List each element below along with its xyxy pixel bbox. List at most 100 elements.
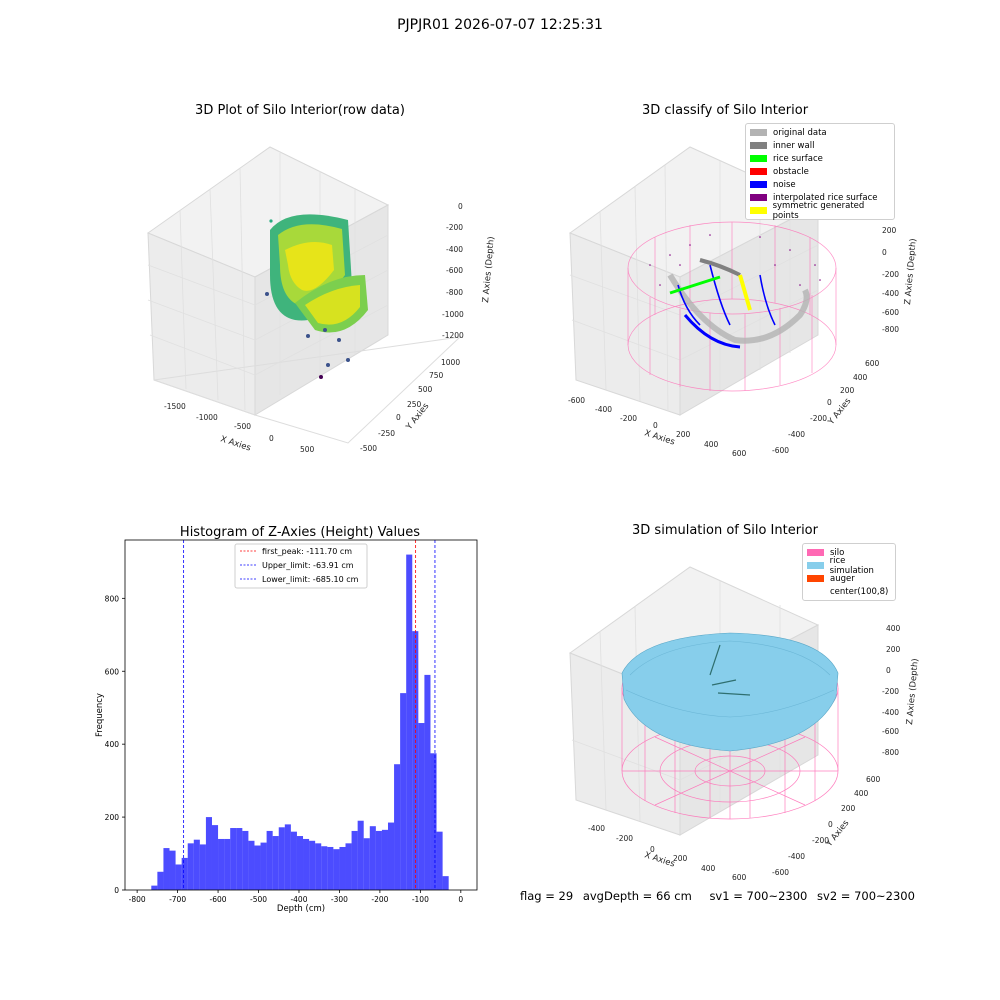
sim-y-tick: -200 (812, 836, 829, 845)
histogram-y-tick-label: 400 (105, 740, 120, 749)
histogram-y-ticks: 0 200 400 600 800 (105, 594, 125, 895)
raw-outlier (346, 358, 350, 362)
histogram-bar (309, 840, 316, 890)
sim-z-tick: 200 (886, 645, 901, 654)
histogram-bar (381, 829, 388, 890)
classify-y-tick: 200 (840, 386, 855, 395)
histogram-bar (211, 825, 219, 890)
histogram-bar (169, 850, 176, 890)
raw-x-tick: -500 (234, 422, 251, 431)
simulation-plot-title: 3D simulation of Silo Interior (632, 523, 818, 538)
histogram-bar (321, 846, 328, 890)
classify-x-tick: 600 (732, 449, 747, 458)
classify-inner-wall (699, 258, 741, 277)
histogram-bars (151, 554, 449, 890)
simulation-rice-surface (621, 632, 839, 752)
raw-x-tick: -1500 (164, 402, 186, 411)
histogram-bar (315, 843, 322, 890)
histogram-bar (406, 554, 413, 890)
classify-y-tick: 600 (865, 359, 880, 368)
histogram-bar (327, 846, 334, 890)
classify-z-tick: -200 (882, 270, 899, 279)
histogram-x-tick-label: -400 (290, 895, 307, 904)
sim-z-axis-label: Z Axies (Depth) (905, 658, 921, 725)
sim-x-tick: 600 (732, 873, 747, 882)
raw-y-tick: -500 (360, 444, 377, 453)
sim-z-tick: -600 (882, 727, 899, 736)
classify-z-tick: -600 (882, 308, 899, 317)
histogram-bar (345, 843, 352, 890)
legend-first-peak: first_peak: -111.70 cm (262, 547, 352, 556)
legend-item: noise (746, 178, 894, 191)
histogram-frame (124, 539, 478, 891)
histogram-x-tick-label: 0 (458, 895, 463, 904)
status-flag: flag = 29 (520, 889, 574, 903)
raw-z-tick: -1200 (442, 331, 464, 340)
histogram-bar (363, 838, 370, 890)
histogram-x-label: Depth (cm) (277, 904, 325, 914)
classify-rice-surface (669, 275, 721, 295)
classify-x-tick: 0 (653, 421, 658, 430)
sim-x-tick: 0 (650, 845, 655, 854)
histogram-bar (400, 693, 407, 890)
legend-swatch (750, 155, 767, 162)
histogram-bar (218, 838, 225, 890)
histogram-bar (418, 723, 425, 890)
classify-silo-wireframe (627, 221, 837, 392)
classify-x-axis-label: X Axies (643, 428, 676, 447)
classify-y-tick: -600 (772, 446, 789, 455)
classify-x-tick: -400 (595, 405, 612, 414)
histogram-x-tick-label: -700 (169, 895, 186, 904)
sim-z-tick: 400 (886, 624, 901, 633)
status-line: flag = 29 avgDepth = 66 cm sv1 = 700~230… (520, 889, 921, 903)
histogram-x-ticks: -800 -700 -600 -500 -400 -300 -200 -100 0 (129, 890, 463, 904)
histogram-bar (254, 845, 261, 890)
raw-point-cloud (265, 214, 368, 379)
histogram-bar (430, 753, 437, 890)
histogram-bar (163, 848, 170, 890)
raw-plot-title: 3D Plot of Silo Interior(row data) (195, 103, 405, 118)
raw-y-tick: 750 (429, 371, 444, 380)
sim-z-tick: 0 (886, 666, 891, 675)
sim-y-tick: -600 (772, 868, 789, 877)
legend-swatch (750, 142, 767, 149)
histogram-bar (242, 830, 249, 890)
legend-label: center(100,8) (830, 586, 889, 597)
raw-outlier (319, 375, 323, 379)
raw-outlier (323, 328, 327, 332)
legend-swatch (750, 168, 767, 175)
raw-surface-top (285, 241, 334, 291)
histogram-bar (351, 830, 358, 890)
classify-x-tick: -600 (568, 396, 585, 405)
histogram-bar (375, 830, 382, 890)
legend-swatch (750, 129, 767, 136)
legend-label: obstacle (773, 166, 809, 177)
raw-y-tick: 250 (407, 400, 422, 409)
legend-label: silo (830, 547, 845, 558)
status-avg-depth: avgDepth = 66 cm (582, 889, 692, 903)
histogram-y-tick-label: 200 (105, 813, 120, 822)
legend-swatch (807, 588, 824, 595)
classify-x-tick: 200 (676, 430, 691, 439)
histogram-bar (181, 857, 188, 890)
classify-z-tick: 200 (882, 226, 897, 235)
legend-label: symmetric generated points (772, 200, 865, 221)
raw-z-tick: -200 (446, 223, 463, 232)
legend-swatch (750, 181, 767, 188)
legend-swatch (750, 207, 767, 214)
histogram-bar (278, 827, 285, 890)
histogram-bar (157, 871, 164, 890)
histogram-x-tick-label: -500 (250, 895, 267, 904)
legend-item: auger (803, 572, 895, 585)
classify-y-tick: 400 (853, 373, 868, 382)
classify-noise-cluster (683, 314, 741, 349)
sim-x-axis-label: X Axies (643, 850, 676, 869)
raw-x-tick: 500 (300, 445, 315, 454)
histogram-bar (387, 822, 395, 890)
classify-x-tick: 400 (704, 440, 719, 449)
raw-surface-front-top (305, 285, 360, 325)
classify-y-tick: -400 (788, 430, 805, 439)
histogram-bar (224, 838, 231, 890)
histogram-bar (333, 849, 340, 890)
sim-y-tick: 0 (828, 820, 833, 829)
